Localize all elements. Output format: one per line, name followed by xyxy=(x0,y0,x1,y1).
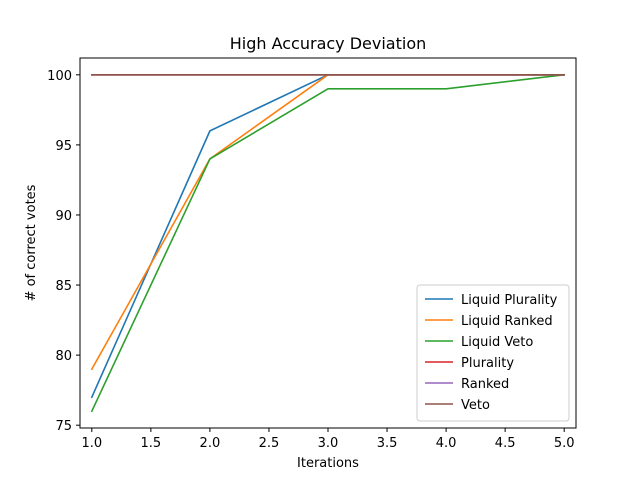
x-tick-label: 5.0 xyxy=(554,436,575,451)
x-tick-label: 3.5 xyxy=(377,436,398,451)
x-tick-label: 2.5 xyxy=(259,436,280,451)
y-axis-label: # of correct votes xyxy=(24,184,39,301)
x-tick-label: 1.0 xyxy=(81,436,102,451)
legend-label-veto: Veto xyxy=(461,398,490,413)
legend-label-ranked: Ranked xyxy=(461,377,509,392)
x-tick-label: 1.5 xyxy=(141,436,162,451)
y-tick-label: 75 xyxy=(55,419,72,434)
legend-label-liquid-veto: Liquid Veto xyxy=(461,335,533,350)
legend-box xyxy=(416,284,570,422)
legend-label-plurality: Plurality xyxy=(461,356,514,371)
y-tick-label: 85 xyxy=(55,279,72,294)
plot-lines xyxy=(90,73,566,413)
y-axis-ticks: 75 80 85 90 95 100 xyxy=(47,69,80,434)
series-line-liquid-veto xyxy=(90,73,566,413)
y-tick-label: 90 xyxy=(55,209,72,224)
legend-label-liquid-ranked: Liquid Ranked xyxy=(461,314,553,329)
legend-label-liquid-plurality: Liquid Plurality xyxy=(461,293,558,308)
x-tick-label: 3.0 xyxy=(318,436,339,451)
x-axis-ticks: 1.0 1.5 2.0 2.5 3.0 3.5 4.0 4.5 5.0 xyxy=(81,428,575,451)
y-tick-label: 80 xyxy=(55,349,72,364)
x-axis-label: Iterations xyxy=(297,456,359,471)
x-tick-label: 4.5 xyxy=(495,436,516,451)
y-tick-label: 100 xyxy=(47,69,72,84)
x-tick-label: 2.0 xyxy=(200,436,221,451)
legend: Liquid Plurality Liquid Ranked Liquid Veto… xyxy=(416,284,570,422)
y-tick-label: 95 xyxy=(55,139,72,154)
x-tick-label: 4.0 xyxy=(436,436,457,451)
chart-title: High Accuracy Deviation xyxy=(230,34,427,53)
